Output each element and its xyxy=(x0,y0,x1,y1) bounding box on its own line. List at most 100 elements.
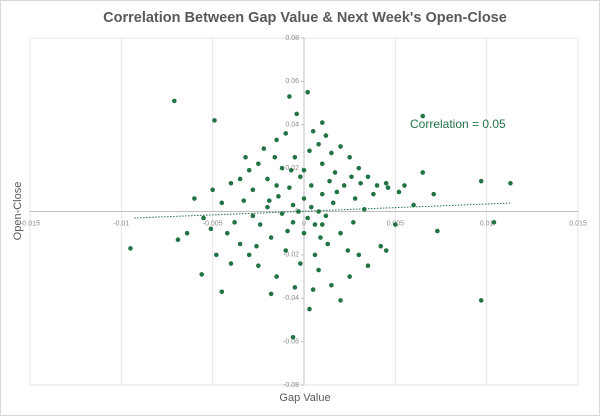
point xyxy=(347,274,352,279)
point xyxy=(274,183,279,188)
point xyxy=(319,120,325,125)
y-tick-label: -0.02 xyxy=(283,252,299,259)
point xyxy=(279,211,285,216)
point xyxy=(298,261,303,266)
point xyxy=(329,150,334,156)
point xyxy=(266,198,272,203)
point xyxy=(237,241,243,247)
point xyxy=(192,196,197,201)
point xyxy=(351,220,356,225)
point xyxy=(338,298,343,303)
point xyxy=(319,191,325,197)
point xyxy=(330,200,336,206)
point xyxy=(316,141,321,147)
point xyxy=(491,220,497,225)
point xyxy=(272,154,278,160)
point xyxy=(383,248,389,253)
point xyxy=(323,213,329,219)
point xyxy=(347,154,352,160)
point xyxy=(290,220,296,225)
point xyxy=(246,252,252,258)
point xyxy=(254,243,259,249)
point xyxy=(296,209,301,214)
point xyxy=(172,98,177,104)
point xyxy=(294,111,299,117)
point xyxy=(301,167,307,173)
y-tick-label: 0.06 xyxy=(285,78,299,85)
point xyxy=(307,306,312,312)
x-tick-label: 0.015 xyxy=(569,220,587,227)
point xyxy=(356,165,362,171)
point xyxy=(310,128,316,134)
point xyxy=(341,183,347,188)
point xyxy=(329,282,334,288)
point xyxy=(265,176,270,182)
point xyxy=(365,263,371,269)
point xyxy=(319,161,325,167)
point xyxy=(265,204,270,210)
point xyxy=(310,287,316,292)
point xyxy=(338,230,343,236)
point xyxy=(219,200,225,206)
point xyxy=(383,181,389,186)
point xyxy=(287,94,292,99)
point xyxy=(175,237,181,242)
x-tick-label: -0.015 xyxy=(20,220,40,227)
point xyxy=(309,204,314,210)
point xyxy=(257,222,263,227)
point xyxy=(411,202,416,208)
y-tick-label: -0.04 xyxy=(283,295,299,302)
point xyxy=(318,235,323,240)
point xyxy=(287,185,292,190)
point xyxy=(283,131,289,136)
chart-title: Correlation Between Gap Value & Next Wee… xyxy=(103,10,507,26)
x-tick-label: 0.01 xyxy=(480,220,494,227)
point xyxy=(393,222,398,227)
point xyxy=(301,230,307,236)
point xyxy=(338,144,343,149)
point xyxy=(268,291,274,297)
point xyxy=(305,215,310,221)
point xyxy=(212,118,217,123)
point xyxy=(378,243,384,249)
point xyxy=(478,178,484,184)
point xyxy=(358,181,363,186)
point xyxy=(374,183,380,188)
point xyxy=(288,167,294,173)
point xyxy=(184,230,190,236)
point xyxy=(256,263,261,269)
point xyxy=(228,181,234,186)
point xyxy=(345,248,351,253)
point xyxy=(361,207,367,212)
point xyxy=(478,298,484,303)
point xyxy=(332,170,338,175)
point xyxy=(402,183,407,188)
point xyxy=(199,272,205,277)
point xyxy=(365,174,371,180)
point xyxy=(232,220,237,225)
point xyxy=(214,252,219,258)
point xyxy=(325,241,331,247)
point xyxy=(210,187,215,193)
point xyxy=(309,183,314,188)
point xyxy=(290,334,296,340)
point xyxy=(274,137,279,143)
point xyxy=(279,165,285,171)
point xyxy=(256,161,261,167)
point xyxy=(319,222,325,227)
point xyxy=(290,202,296,208)
x-axis-title: Gap Value xyxy=(279,392,330,404)
point xyxy=(243,154,248,160)
point xyxy=(292,285,298,290)
point xyxy=(201,215,206,221)
point xyxy=(305,89,310,95)
point xyxy=(316,209,321,214)
point xyxy=(307,148,312,154)
point xyxy=(327,178,332,184)
point xyxy=(312,222,318,227)
point xyxy=(128,246,133,251)
y-tick-label: -0.08 xyxy=(283,382,299,389)
point xyxy=(276,194,281,199)
point xyxy=(298,174,303,180)
